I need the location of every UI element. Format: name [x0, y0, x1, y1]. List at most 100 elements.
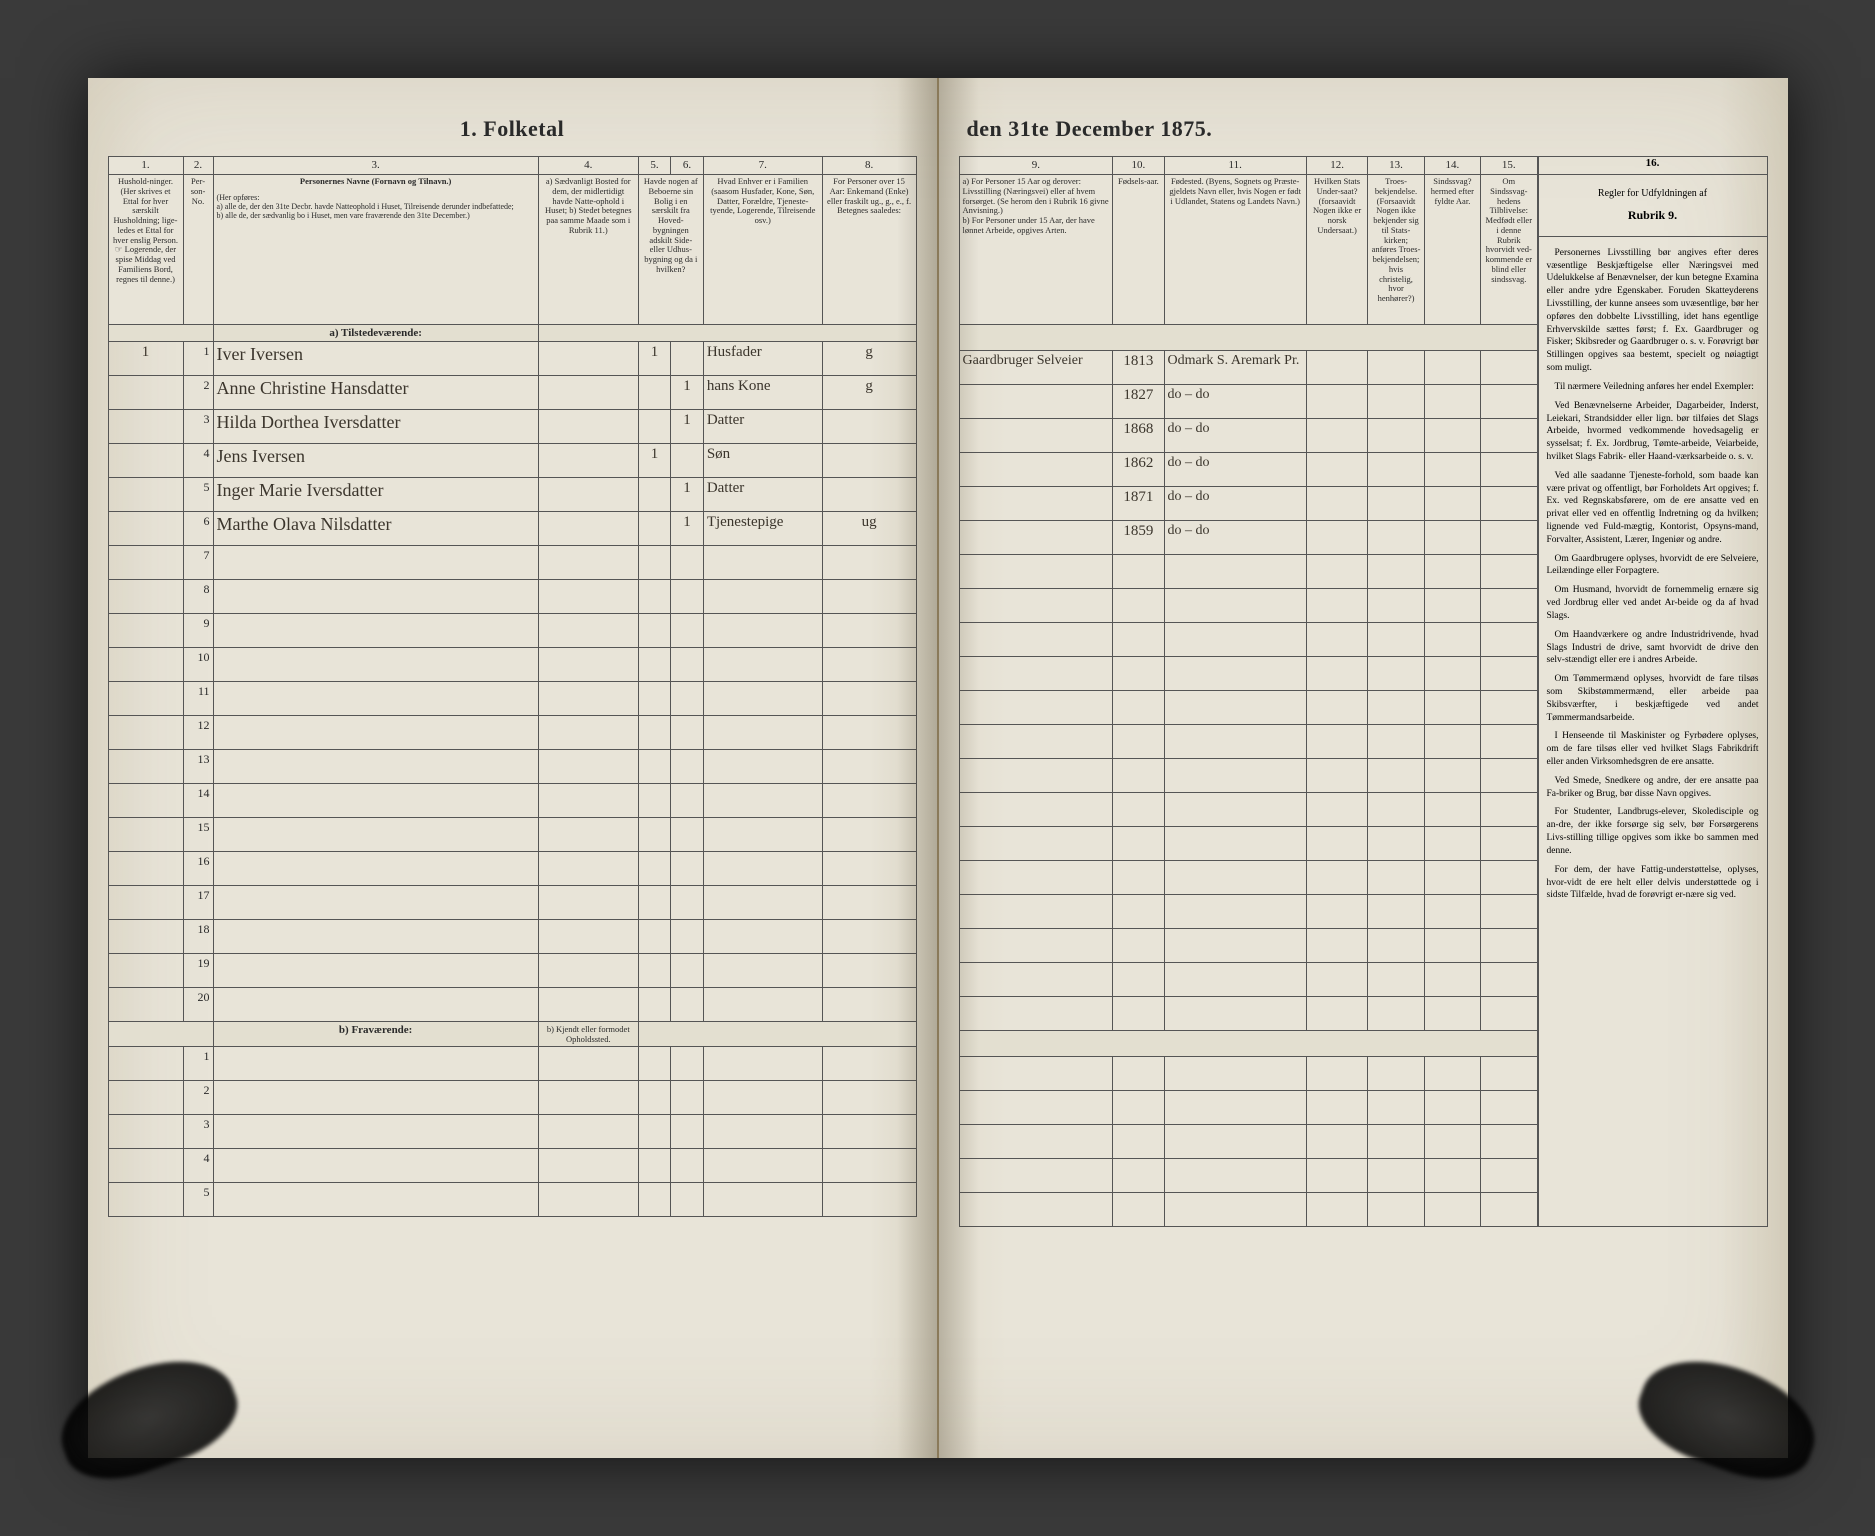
col16-para: Om Gaardbrugere oplyses, hvorvidt de ere… — [1547, 553, 1759, 579]
page-right: den 31te December 1875. 9. 10. 11. 12. 1… — [939, 78, 1788, 1458]
cell-place: do – do — [1164, 385, 1306, 419]
cell-no: 15 — [183, 818, 213, 852]
head-8: For Personer over 15 Aar: Enkemand (Enke… — [822, 175, 916, 325]
table-row: 14 — [108, 784, 916, 818]
cell-c4 — [538, 478, 638, 512]
table-row — [959, 895, 1537, 929]
cell-no: 1 — [183, 1047, 213, 1081]
cell-occ: Gaardbruger Selveier — [959, 351, 1113, 385]
cell-hh — [108, 410, 183, 444]
head-11: Fødested. (Byens, Sognets og Præste-gjel… — [1164, 175, 1306, 325]
cell-civ: g — [822, 342, 916, 376]
book-spread: 1. Folketal 1. 2. 3. 4. 5. 6. 7. 8. Hush… — [88, 78, 1788, 1458]
cell-name: Inger Marie Iversdatter — [213, 478, 538, 512]
cell-c14 — [1424, 419, 1480, 453]
cell-year: 1827 — [1113, 385, 1164, 419]
table-row — [959, 861, 1537, 895]
colnum-1: 1. — [108, 157, 183, 175]
colnum-6: 6. — [671, 157, 704, 175]
cell-name: Marthe Olava Nilsdatter — [213, 512, 538, 546]
cell-c12 — [1306, 453, 1368, 487]
table-row — [959, 1125, 1537, 1159]
head-15: Om Sindssvag-hedens Tilblivelse: Medfødt… — [1481, 175, 1537, 325]
col16-para: Ved alle saadanne Tjeneste-forhold, som … — [1547, 470, 1759, 547]
cell-c5 — [638, 410, 671, 444]
cell-c12 — [1306, 419, 1368, 453]
head-9: a) For Personer 15 Aar og derover: Livss… — [959, 175, 1113, 325]
cell-c13 — [1368, 419, 1424, 453]
table-row — [959, 759, 1537, 793]
table-row — [959, 1193, 1537, 1227]
table-row: 7 — [108, 546, 916, 580]
col16-head: Regler for Udfyldningen af Rubrik 9. — [1539, 175, 1767, 237]
table-row: 4 — [108, 1149, 916, 1183]
cell-c15 — [1481, 521, 1537, 555]
cell-c15 — [1481, 453, 1537, 487]
head-12: Hvilken Stats Under-saat? (forsaavidt No… — [1306, 175, 1368, 325]
head-3: Personernes Navne (Fornavn og Tilnavn.) … — [213, 175, 538, 325]
cell-no: 1 — [183, 342, 213, 376]
cell-fam: Søn — [703, 444, 822, 478]
cell-c12 — [1306, 385, 1368, 419]
table-row: 20 — [108, 988, 916, 1022]
cell-c5: 1 — [638, 342, 671, 376]
colnum-8: 8. — [822, 157, 916, 175]
head-1: Hushold-ninger. (Her skrives et Ettal fo… — [108, 175, 183, 325]
cell-name: Jens Iversen — [213, 444, 538, 478]
cell-occ — [959, 521, 1113, 555]
table-row: 1859do – do — [959, 521, 1537, 555]
colnum-4: 4. — [538, 157, 638, 175]
col16-box: 16. Regler for Udfyldningen af Rubrik 9.… — [1538, 156, 1768, 1227]
col16-para: Ved Benævnelserne Arbeider, Dagarbeider,… — [1547, 400, 1759, 464]
table-row — [959, 997, 1537, 1031]
cell-name: Hilda Dorthea Iversdatter — [213, 410, 538, 444]
colnum-2: 2. — [183, 157, 213, 175]
table-row — [959, 963, 1537, 997]
cell-hh: 1 — [108, 342, 183, 376]
cell-c14 — [1424, 487, 1480, 521]
col16-para: Til nærmere Veiledning anføres her endel… — [1547, 381, 1759, 394]
table-row: 8 — [108, 580, 916, 614]
cell-c12 — [1306, 521, 1368, 555]
section-a-row: a) Tilstedeværende: — [108, 325, 916, 342]
cell-no: 2 — [183, 376, 213, 410]
cell-c13 — [1368, 385, 1424, 419]
cell-no: 3 — [183, 1115, 213, 1149]
col16-para: I Henseende til Maskinister og Fyrbødere… — [1547, 730, 1759, 768]
table-row: Gaardbruger Selveier1813Odmark S. Aremar… — [959, 351, 1537, 385]
table-row: 15 — [108, 818, 916, 852]
thumb-left — [46, 1340, 249, 1496]
form-table-right: 9. 10. 11. 12. 13. 14. 15. a) For Person… — [959, 156, 1538, 1227]
table-row: 1871do – do — [959, 487, 1537, 521]
head-4: a) Sædvanligt Bosted for dem, der midler… — [538, 175, 638, 325]
cell-c13 — [1368, 351, 1424, 385]
colnum-3: 3. — [213, 157, 538, 175]
cell-civ — [822, 444, 916, 478]
cell-c5 — [638, 376, 671, 410]
cell-no: 4 — [183, 444, 213, 478]
cell-year: 1859 — [1113, 521, 1164, 555]
cell-c13 — [1368, 521, 1424, 555]
cell-no: 6 — [183, 512, 213, 546]
header-row-r: a) For Personer 15 Aar og derover: Livss… — [959, 175, 1537, 325]
col16-para: For Studenter, Landbrugs-elever, Skoledi… — [1547, 806, 1759, 857]
cell-c4 — [538, 512, 638, 546]
cell-no: 17 — [183, 886, 213, 920]
cell-c15 — [1481, 419, 1537, 453]
table-row: 5 — [108, 1183, 916, 1217]
colnum-10: 10. — [1113, 157, 1164, 175]
colnum-9: 9. — [959, 157, 1113, 175]
cell-no: 5 — [183, 478, 213, 512]
section-b-label: b) Fraværende: — [213, 1022, 538, 1047]
table-row — [959, 793, 1537, 827]
col16-para: Om Husmand, hvorvidt de fornemmelig ernæ… — [1547, 584, 1759, 622]
cell-c6: 1 — [671, 512, 704, 546]
cell-fam: Tjenestepige — [703, 512, 822, 546]
colnum-5: 5. — [638, 157, 671, 175]
cell-c5 — [638, 478, 671, 512]
cell-c4 — [538, 376, 638, 410]
table-row — [959, 555, 1537, 589]
title-right: den 31te December 1875. — [967, 116, 1768, 142]
section-a-row-r — [959, 325, 1537, 351]
section-a-label: a) Tilstedeværende: — [213, 325, 538, 342]
